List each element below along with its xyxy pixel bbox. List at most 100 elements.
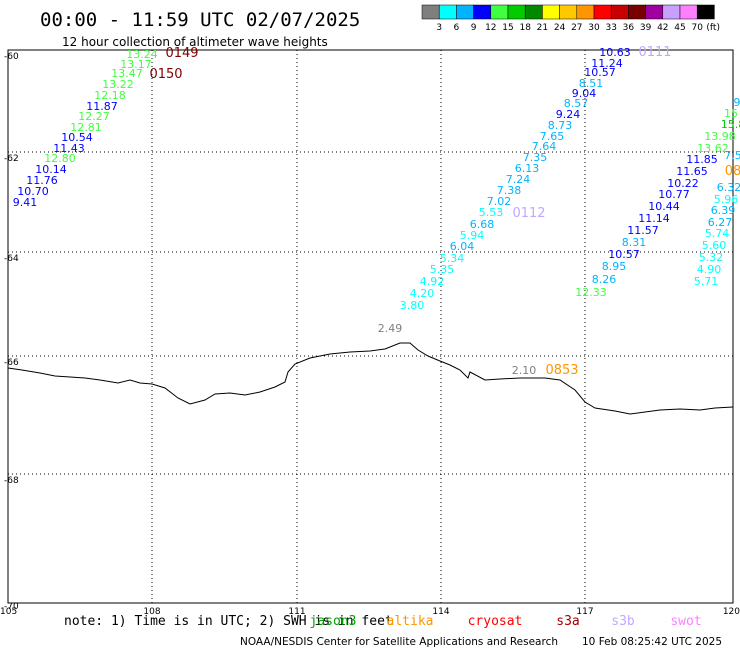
scale-label: 9	[471, 23, 477, 33]
wave-height-label: 11.65	[676, 165, 708, 178]
track-time-label: 0853	[545, 363, 578, 378]
longitude-labels: 105 108 111 114 117 120	[0, 607, 740, 617]
scale-label: 18	[519, 23, 531, 33]
scale-label: 21	[537, 23, 548, 33]
wave-height-label: 13.24	[126, 48, 158, 61]
wave-height-label: 5.53	[479, 206, 504, 219]
wave-height-label: 2.49	[378, 322, 403, 335]
scale-label: 70	[691, 23, 703, 33]
wave-height-label: 15.8	[721, 118, 740, 131]
scale-label: 15	[502, 23, 513, 33]
satellite-legend-item: jason3	[310, 614, 357, 629]
lon-label: 114	[432, 607, 449, 617]
wave-height-label: 6.32	[717, 181, 740, 194]
wave-height-label: 13.17	[120, 58, 152, 71]
wave-height-label: 5.60	[702, 239, 727, 252]
track-time-label: 0112	[512, 206, 545, 221]
scale-label: 42	[657, 23, 668, 33]
scale-swatch	[662, 4, 681, 20]
wave-height-label: 2.10	[512, 364, 537, 377]
wave-height-label: 6.39	[711, 204, 736, 217]
wave-height-label: 10.70	[17, 185, 49, 198]
wave-height-label: 6.27	[708, 216, 733, 229]
scale-label: 39	[640, 23, 652, 33]
wave-height-label: 8.57	[564, 97, 589, 110]
scale-swatch	[542, 4, 560, 20]
wave-height-label: 11.76	[26, 174, 58, 187]
satellite-legend-item: s3a	[556, 614, 579, 629]
wave-height-label: 5.74	[705, 227, 730, 240]
scale-swatch	[524, 4, 543, 20]
wave-height-label: 10.22	[667, 177, 699, 190]
wave-height-label: 10.57	[584, 66, 616, 79]
wave-height-label: 8.51	[579, 77, 604, 90]
color-scale-legend: 3 6 9 12 15 18 21 24 27 30 33 36 39 42 45 70 (ft)	[421, 4, 720, 33]
antarctic-coastline	[7, 342, 734, 415]
scale-label: 30	[588, 23, 600, 33]
scale-label: 45	[674, 23, 685, 33]
wave-height-label: 11.43	[53, 142, 85, 155]
wave-height-label: 7.38	[497, 184, 522, 197]
scale-swatch	[679, 4, 698, 20]
scale-swatch	[559, 4, 578, 20]
satellite-legend-item: cryosat	[468, 614, 523, 629]
footer-timestamp: 10 Feb 08:25:42 UTC 2025	[582, 636, 722, 648]
map-title: 00:00 - 11:59 UTC 02/07/2025	[40, 9, 360, 31]
scale-swatch	[473, 4, 492, 20]
wave-height-label: 9.41	[13, 196, 38, 209]
wave-height-label: 7.35	[523, 151, 548, 164]
wave-height-label: 8.31	[622, 236, 647, 249]
track-time-label: 0150	[149, 67, 182, 82]
wave-height-label: 8.95	[602, 260, 627, 273]
scale-unit: (ft)	[706, 23, 720, 33]
track-time-labels: 0149 0150 0111 0112 0853 08	[149, 45, 740, 378]
wave-height-label: 9	[734, 96, 740, 109]
wave-height-label: 5.35	[430, 263, 455, 276]
scale-swatch	[490, 4, 509, 20]
wave-height-label: 5.94	[460, 229, 485, 242]
plot-frame	[7, 49, 734, 604]
scale-swatch	[438, 4, 457, 20]
wave-height-label: 3.80	[400, 299, 425, 312]
footer-note: note: 1) Time is in UTC; 2) SWH is in fe…	[64, 614, 393, 629]
lat-label: -64	[4, 254, 19, 264]
lon-label: 117	[576, 607, 593, 617]
wave-height-label: 7.24	[506, 173, 531, 186]
wave-height-label: 10.77	[658, 188, 690, 201]
wave-height-label: 13.98	[704, 130, 736, 143]
wave-height-label: 5.71	[694, 275, 719, 288]
lat-label: -60	[4, 52, 19, 62]
track-time-label: 0149	[165, 46, 198, 61]
wave-height-label: 5.96	[714, 193, 739, 206]
wave-height-label: 12.27	[78, 110, 110, 123]
lon-label: 108	[143, 607, 160, 617]
wave-height-label: 7.02	[487, 195, 512, 208]
lon-label: 105	[0, 607, 17, 617]
scale-label: 3	[436, 23, 442, 33]
scale-label: 27	[571, 23, 582, 33]
satellite-legend-item: swot	[670, 614, 701, 629]
satellite-legend-item: altika	[387, 614, 434, 629]
wave-height-label: 11.85	[686, 153, 718, 166]
scale-swatch	[645, 4, 664, 20]
scale-label: 36	[623, 23, 635, 33]
wave-height-label: 11.87	[86, 100, 118, 113]
wave-height-label: 10.57	[608, 248, 640, 261]
wave-height-label: 12.33	[575, 286, 607, 299]
wave-height-label: 11.57	[627, 224, 659, 237]
scale-label: 12	[485, 23, 496, 33]
wave-height-label: 5.32	[699, 251, 724, 264]
scale-label: 6	[454, 23, 460, 33]
lat-label: -66	[4, 358, 19, 368]
scale-swatch	[507, 4, 526, 20]
lon-label: 111	[288, 607, 305, 617]
scale-label: 24	[554, 23, 566, 33]
wave-height-label: 4.20	[410, 287, 435, 300]
wave-height-label: 13.47	[111, 67, 143, 80]
graticule	[8, 50, 733, 603]
wave-height-label: 7.5	[724, 149, 740, 162]
wave-height-label: 6.13	[515, 162, 540, 175]
wave-height-label: 5.34	[440, 252, 465, 265]
wave-height-label: 11.24	[591, 57, 623, 70]
